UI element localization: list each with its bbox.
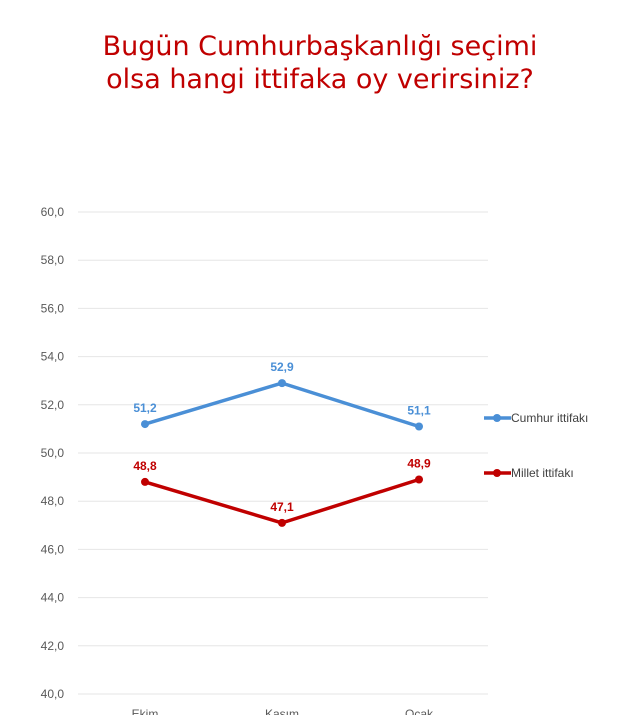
y-tick-label: 48,0 <box>41 494 65 508</box>
data-label: 51,1 <box>407 403 431 417</box>
data-label: 48,9 <box>407 457 431 471</box>
y-tick-label: 60,0 <box>41 205 65 219</box>
y-tick-label: 56,0 <box>41 301 65 315</box>
y-tick-label: 46,0 <box>41 542 65 556</box>
x-tick-label: Kasım <box>265 707 299 715</box>
legend-label: Millet ittifakı <box>511 466 574 480</box>
x-tick-label: Ocak <box>405 707 434 715</box>
x-tick-label: Ekim <box>132 707 159 715</box>
data-point <box>141 420 149 429</box>
y-tick-label: 52,0 <box>41 398 65 412</box>
data-label: 48,8 <box>133 459 157 473</box>
y-tick-label: 58,0 <box>41 253 65 267</box>
y-tick-label: 42,0 <box>41 639 65 653</box>
data-label: 51,2 <box>133 401 157 415</box>
y-tick-label: 40,0 <box>41 687 65 701</box>
data-point <box>278 379 286 388</box>
y-tick-label: 50,0 <box>41 446 65 460</box>
data-point <box>415 475 423 484</box>
y-tick-label: 44,0 <box>41 591 65 605</box>
legend-label: Cumhur ittifakı <box>511 411 588 425</box>
chart-title-line-1: Bugün Cumhurbaşkanlığı seçimi <box>102 31 538 62</box>
chart-title-line-2: olsa hangi ittifaka oy verirsiniz? <box>106 64 534 95</box>
data-point <box>141 477 149 486</box>
legend-marker <box>493 414 501 422</box>
y-tick-label: 54,0 <box>41 350 65 364</box>
data-point <box>278 518 286 527</box>
data-label: 52,9 <box>270 360 294 374</box>
legend-marker <box>493 469 501 477</box>
chart-title: Bugün Cumhurbaşkanlığı seçimi olsa hangi… <box>0 30 640 96</box>
data-label: 47,1 <box>270 500 294 514</box>
data-point <box>415 422 423 431</box>
